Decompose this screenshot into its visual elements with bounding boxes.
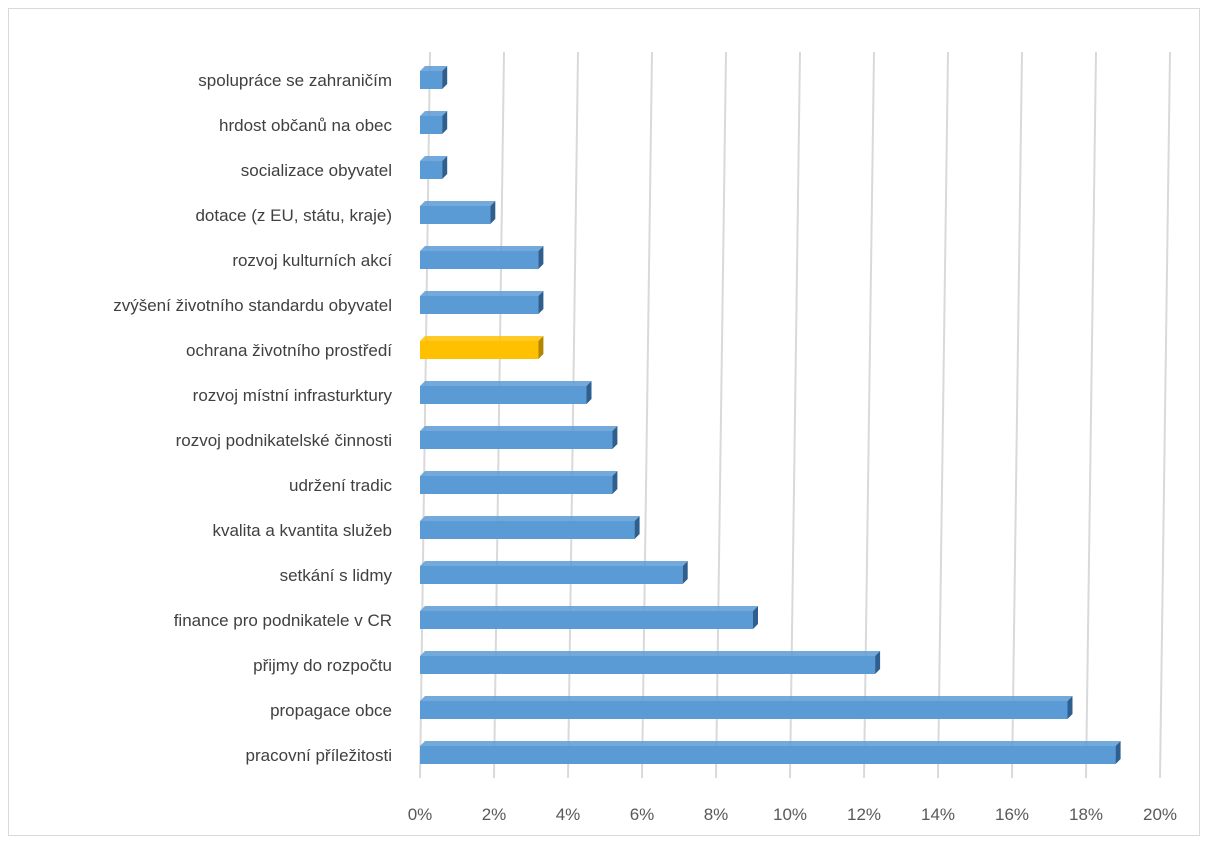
gridline	[1159, 51, 1171, 779]
bar-top-face	[420, 291, 544, 296]
bar	[420, 741, 1121, 764]
x-tick-label: 20%	[1143, 805, 1177, 824]
category-label: propagace obce	[270, 701, 392, 720]
bar	[420, 201, 496, 224]
category-label: finance pro podnikatele v CR	[174, 611, 392, 630]
bar-top-face	[420, 381, 592, 386]
bar	[420, 111, 448, 134]
gridline	[1085, 51, 1097, 779]
bar-front-face	[420, 611, 753, 629]
bar-end-face	[682, 561, 688, 584]
bar-front-face	[420, 251, 539, 269]
gridline	[1011, 51, 1023, 779]
bar	[420, 156, 448, 179]
bar-top-face	[420, 426, 618, 431]
bar-front-face	[420, 746, 1116, 764]
category-label: udržení tradic	[289, 476, 392, 495]
x-tick-label: 0%	[408, 805, 433, 824]
x-tick-label: 8%	[704, 805, 729, 824]
bar-end-face	[634, 516, 640, 539]
bar-end-face	[442, 66, 448, 89]
bar-top-face	[420, 606, 758, 611]
bar-end-face	[442, 111, 448, 134]
bar	[420, 606, 758, 629]
category-label: rozvoj podnikatelské činnosti	[176, 431, 392, 450]
category-label: spolupráce se zahraničím	[198, 71, 392, 90]
category-labels: spolupráce se zahraničím hrdost občanů na…	[113, 71, 392, 765]
bar	[420, 426, 618, 449]
bar-end-face	[538, 336, 544, 359]
bar-front-face	[420, 296, 539, 314]
bar-front-face	[420, 161, 443, 179]
bar-end-face	[612, 471, 618, 494]
bar	[420, 336, 544, 359]
bar-top-face	[420, 516, 640, 521]
category-label: ochrana životního prostředí	[186, 341, 392, 360]
bar-top-face	[420, 246, 544, 251]
bar-front-face	[420, 521, 635, 539]
bar-top-face	[420, 696, 1073, 701]
bar-front-face	[420, 566, 683, 584]
bar-end-face	[490, 201, 496, 224]
bar-end-face	[753, 606, 758, 629]
bar-front-face	[420, 341, 539, 359]
bar-end-face	[1115, 741, 1121, 764]
bar-top-face	[420, 66, 448, 71]
x-tick-label: 4%	[556, 805, 581, 824]
category-label: rozvoj kulturních akcí	[232, 251, 392, 270]
bar-end-face	[538, 291, 544, 314]
category-label: pracovní příležitosti	[246, 746, 392, 765]
x-tick-label: 2%	[482, 805, 507, 824]
category-label: setkání s lidmy	[280, 566, 393, 585]
bar-front-face	[420, 206, 491, 224]
category-label: přijmy do rozpočtu	[253, 656, 392, 675]
gridline	[937, 51, 949, 779]
bar-front-face	[420, 701, 1068, 719]
bar-top-face	[420, 561, 688, 566]
category-label: socializace obyvatel	[241, 161, 392, 180]
bar	[420, 291, 544, 314]
bar-top-face	[420, 156, 448, 161]
bar-front-face	[420, 71, 443, 89]
bar	[420, 696, 1073, 719]
bar	[420, 651, 881, 674]
x-tick-label: 14%	[921, 805, 955, 824]
bar-end-face	[612, 426, 618, 449]
x-tick-label: 6%	[630, 805, 655, 824]
bar-front-face	[420, 116, 443, 134]
bar-top-face	[420, 201, 496, 206]
category-label: dotace (z EU, státu, kraje)	[195, 206, 392, 225]
x-axis-ticks: 0% 2% 4% 6% 8% 10% 12% 14% 16% 18% 20%	[408, 805, 1177, 824]
bars	[420, 66, 1121, 764]
x-tick-label: 18%	[1069, 805, 1103, 824]
bar-end-face	[1067, 696, 1073, 719]
bar-end-face	[442, 156, 448, 179]
bar-top-face	[420, 471, 618, 476]
bar	[420, 246, 544, 269]
bar-end-face	[875, 651, 881, 674]
bar-front-face	[420, 656, 876, 674]
bar-top-face	[420, 111, 448, 116]
bar-top-face	[420, 336, 544, 341]
category-label: kvalita a kvantita služeb	[212, 521, 392, 540]
x-tick-label: 12%	[847, 805, 881, 824]
bar-end-face	[538, 246, 544, 269]
bar-front-face	[420, 476, 613, 494]
bar-front-face	[420, 431, 613, 449]
bar	[420, 561, 688, 584]
bar-top-face	[420, 741, 1121, 746]
x-tick-label: 10%	[773, 805, 807, 824]
bar-top-face	[420, 651, 881, 656]
bar	[420, 381, 592, 404]
x-tick-label: 16%	[995, 805, 1029, 824]
category-label: hrdost občanů na obec	[219, 116, 392, 135]
bar	[420, 516, 640, 539]
category-label: rozvoj místní infrasturktury	[193, 386, 393, 405]
category-label: zvýšení životního standardu obyvatel	[113, 296, 392, 315]
bar	[420, 66, 448, 89]
bar	[420, 471, 618, 494]
bar-end-face	[586, 381, 592, 404]
bar-front-face	[420, 386, 587, 404]
